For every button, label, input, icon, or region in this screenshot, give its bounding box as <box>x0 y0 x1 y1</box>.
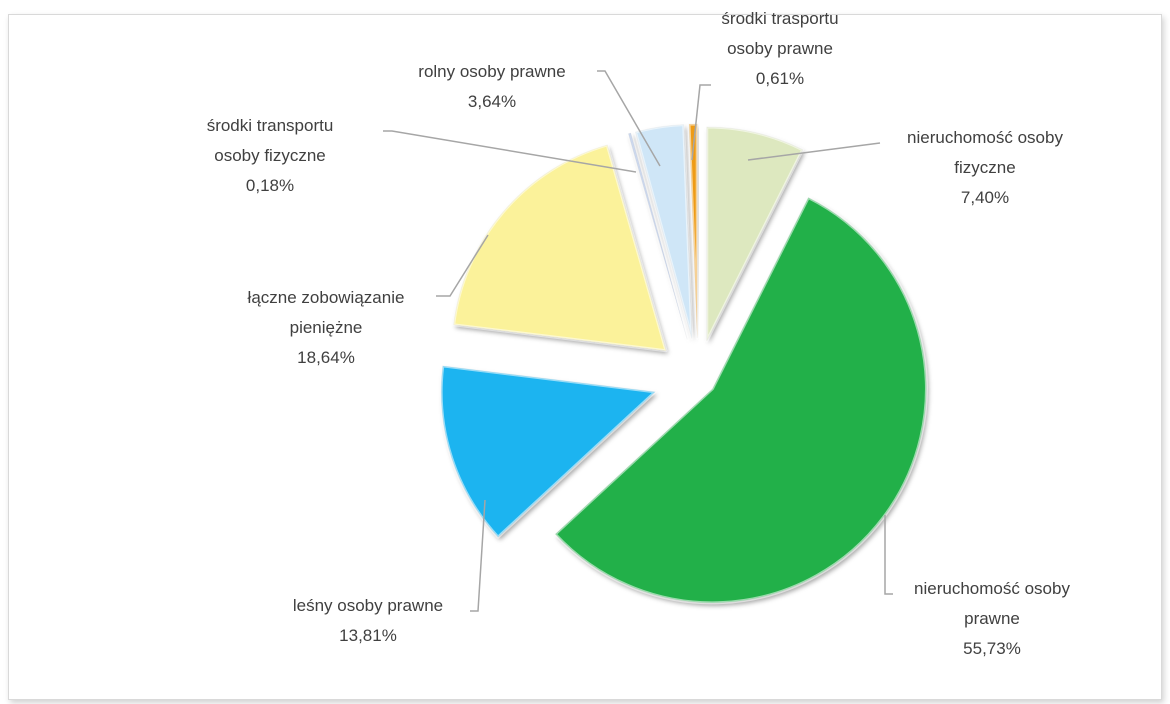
leader-line-1 <box>747 142 881 161</box>
slice-label-2: nieruchomość osoby prawne 55,73% <box>914 579 1070 658</box>
slice-label-4: łączne zobowiązanie pieniężne 18,64% <box>248 288 405 367</box>
leader-line-2 <box>884 515 893 595</box>
chart-frame <box>8 14 1162 700</box>
slice-label-5: środki transportu osoby fizyczne 0,18% <box>207 116 334 195</box>
pie-slice-6 <box>633 123 694 340</box>
leader-line-6 <box>597 70 661 167</box>
pie-slice-7 <box>687 122 699 340</box>
pie-slice-3 <box>439 364 657 539</box>
slice-label-1: nieruchomość osoby fizyczne 7,40% <box>907 128 1063 207</box>
leader-line-3 <box>470 499 486 612</box>
pie-slice-4 <box>452 143 668 353</box>
pie-slice-1 <box>705 125 805 343</box>
leader-line-7 <box>691 84 711 161</box>
leader-line-4 <box>436 234 489 297</box>
pie-slice-5 <box>626 131 689 341</box>
slice-label-6: rolny osoby prawne 3,64% <box>418 62 565 111</box>
slice-label-7: środki trasportu osoby prawne 0,61% <box>721 9 838 88</box>
slice-label-3: leśny osoby prawne 13,81% <box>293 596 443 645</box>
leader-line-5 <box>383 130 637 173</box>
pie-slice-2 <box>553 196 928 605</box>
